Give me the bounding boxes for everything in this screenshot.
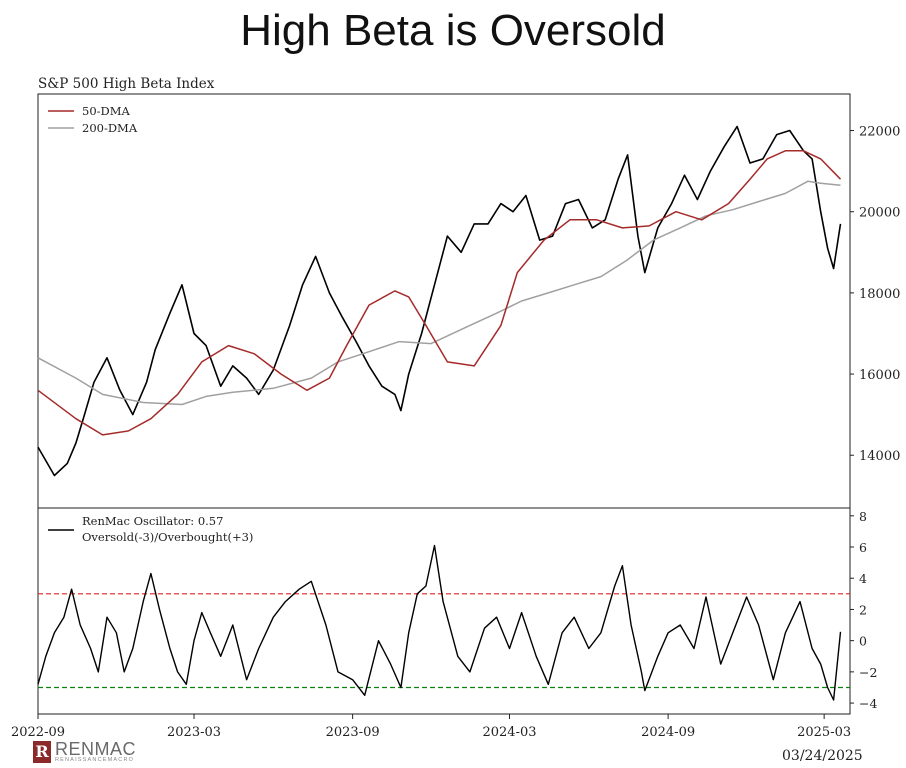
- y-tick-label: −4: [859, 696, 877, 711]
- y-tick-label: −2: [859, 665, 877, 680]
- x-tick-label: 2023-03: [167, 725, 221, 740]
- legend-label: RenMac Oscillator: 0.57: [82, 514, 223, 528]
- oscillator-plot-frame: [37, 507, 851, 715]
- series-line-200-dma: [37, 180, 841, 406]
- x-tick-label: 2023-09: [326, 725, 380, 740]
- x-tick-label: 2025-03: [797, 725, 851, 740]
- y-tick-label: 22000: [859, 125, 900, 140]
- y-tick-label: 0: [859, 634, 867, 649]
- logo-name: RENMAC: [55, 739, 137, 759]
- logo-tagline: RENAISSANCEMACRO: [55, 757, 135, 763]
- oscillator-panel: −4 −2 0 2 4 6 8 RenMac Oscillator: 0.57 Oversold…: [11, 507, 877, 740]
- x-tick-label: 2024-09: [641, 725, 695, 740]
- series-line-price: [37, 125, 842, 477]
- y-tick-label: 18000: [859, 287, 900, 302]
- x-tick-label: 2024-03: [482, 725, 536, 740]
- legend-label: 50-DMA: [82, 104, 131, 118]
- y-tick-label: 2: [859, 602, 867, 617]
- y-tick-label: 4: [859, 571, 867, 586]
- legend-label-secondary: Oversold(-3)/Overbought(+3): [82, 530, 253, 544]
- y-tick-label: 20000: [859, 206, 900, 221]
- y-tick-label: 14000: [859, 449, 900, 464]
- y-tick-label: 16000: [859, 368, 900, 383]
- date-stamp: 03/24/2025: [782, 748, 863, 764]
- logo-mark: R: [33, 740, 51, 763]
- series-line-oscillator: [37, 544, 842, 701]
- y-tick-label: 6: [859, 540, 867, 555]
- y-tick-label: 8: [859, 509, 867, 524]
- series-line-50-dma: [37, 150, 842, 436]
- page-title: High Beta is Oversold: [240, 6, 666, 55]
- x-tick-label: 2022-09: [11, 725, 65, 740]
- legend-label: 200-DMA: [82, 121, 138, 135]
- renmac-logo: R RENMAC RENAISSANCEMACRO: [33, 740, 136, 764]
- top-chart-title: S&P 500 High Beta Index: [38, 76, 215, 92]
- price-panel: 14000 16000 18000 20000 22000 50-DMA 200-DMA: [37, 93, 900, 509]
- price-plot-frame: [37, 93, 851, 509]
